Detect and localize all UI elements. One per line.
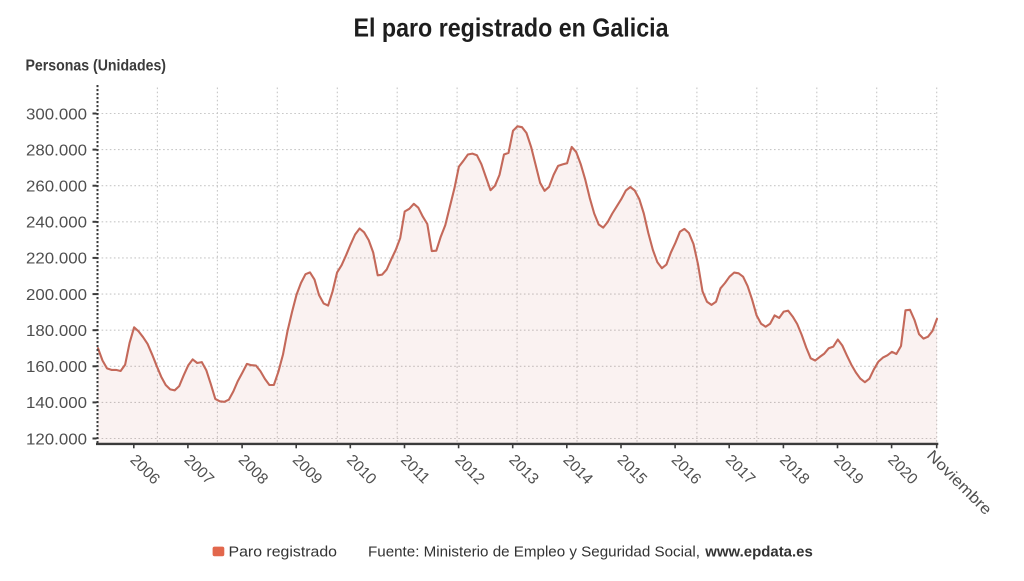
svg-text:300.000: 300.000 [26,106,87,123]
svg-text:140.000: 140.000 [26,395,87,412]
svg-text:Fuente: Ministerio de Empleo y: Fuente: Ministerio de Empleo y Seguridad… [368,544,700,560]
svg-text:www.epdata.es: www.epdata.es [704,544,813,560]
svg-text:Personas (Unidades): Personas (Unidades) [26,58,167,75]
svg-text:260.000: 260.000 [26,179,87,196]
svg-text:200.000: 200.000 [26,287,87,304]
svg-text:160.000: 160.000 [26,359,87,376]
svg-text:280.000: 280.000 [26,142,87,159]
svg-text:180.000: 180.000 [26,323,87,340]
svg-text:220.000: 220.000 [26,251,87,268]
svg-text:120.000: 120.000 [26,431,87,448]
svg-text:240.000: 240.000 [26,215,87,232]
svg-text:El paro registrado en Galicia: El paro registrado en Galicia [354,13,669,43]
svg-text:Paro registrado: Paro registrado [229,544,338,560]
